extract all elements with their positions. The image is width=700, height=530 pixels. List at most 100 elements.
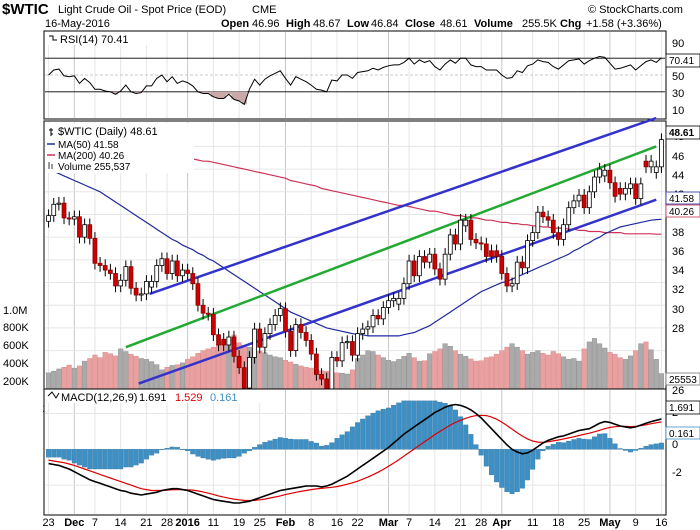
candle-body (283, 308, 288, 332)
symbol: $WTIC (2, 1, 49, 18)
macd-hist-bar (154, 449, 160, 454)
exchange-label: CME (252, 4, 276, 16)
macd-tag: 1.691 (669, 403, 694, 414)
candle-body (453, 234, 458, 245)
macd-hist-bar (525, 449, 530, 481)
macd-hist-bar (180, 449, 185, 450)
macd-signal-line (48, 414, 662, 502)
candle-body (118, 279, 124, 287)
candle-body (391, 298, 396, 302)
date-axis-lower-label: 18 (552, 517, 564, 529)
candle-body (437, 268, 443, 280)
macd-hist-bar (303, 439, 309, 450)
volume-legend-swatch-2 (51, 164, 53, 169)
macd-hist-bar (210, 449, 216, 461)
macd-hist-bar (128, 449, 134, 468)
candle-body (108, 269, 113, 274)
price-legend: $WTIC (Daily) 48.61 MA(50) 41.58 MA(200)… (46, 123, 194, 173)
macd-tags: 1.691 0.161 (665, 400, 700, 440)
macd-hist-bar (499, 449, 505, 488)
macd-hist-bar (324, 445, 330, 450)
volume-tag-box (665, 372, 700, 386)
ma50-line (48, 168, 662, 337)
macd-legend-signal: 1.529 (175, 392, 203, 404)
ma200-tag: 40.26 (669, 207, 694, 218)
volume-bar (597, 343, 603, 397)
price-tick-34: 34 (672, 265, 684, 277)
macd-hist-bar (360, 418, 366, 450)
macd-hist-bar (283, 438, 288, 450)
rsi-tag-box (665, 53, 700, 68)
macd-hist-bar (313, 442, 319, 450)
macd-hist-bar (658, 442, 664, 450)
candle-body (468, 219, 474, 240)
macd-hist-bar (566, 440, 572, 450)
volume-bar (591, 338, 597, 397)
candle-body (185, 269, 190, 274)
macd-hist-bar (612, 443, 618, 450)
candle-body (51, 203, 57, 217)
rsi-series (48, 55, 662, 106)
candle-body (355, 333, 360, 356)
candle-body (169, 260, 175, 274)
candle-body (545, 216, 551, 221)
candle-body (221, 338, 227, 346)
macd-hist-bar (355, 422, 361, 450)
macd-hist-bar (648, 444, 654, 450)
macd-hist-bar (432, 400, 438, 450)
candle-body (612, 182, 618, 197)
macd-hist-bar (597, 433, 603, 450)
volume-tick-600k: 600K (3, 340, 29, 352)
macd-hist-bar (82, 449, 88, 468)
candle-body (102, 265, 108, 271)
candle-body (339, 342, 345, 362)
candle-body (77, 216, 82, 238)
macd-hist-bar (102, 449, 108, 470)
low-value: 46.84 (371, 18, 399, 30)
candle-body (247, 357, 252, 389)
macd-histogram (46, 400, 664, 494)
macd-hist-bar (571, 439, 577, 450)
macd-hist-bar (262, 442, 268, 450)
macd-hist-bar (77, 449, 82, 466)
candle-body (432, 253, 438, 270)
date-axis-lower-label: 7 (92, 517, 98, 529)
candle-body (164, 258, 170, 274)
hist-tag-box (665, 426, 700, 440)
rsi-tick-50: 50 (672, 71, 684, 83)
candle-body (174, 260, 180, 277)
candle-body (504, 273, 510, 287)
macd-hist-bar (113, 449, 118, 470)
candle-body (46, 215, 51, 222)
candle-body (370, 315, 376, 328)
macd-hist-bar (617, 448, 623, 450)
candle-body (128, 266, 134, 289)
candle-body (561, 224, 566, 240)
candle-body (628, 183, 633, 189)
macd-hist-bar (51, 449, 57, 458)
candle-body (205, 312, 211, 315)
candle-body (272, 315, 278, 325)
macd-hist-bar (252, 447, 258, 450)
volume-tick-400k: 400K (3, 358, 29, 370)
candle-body (344, 341, 350, 344)
macd-hist-bar (586, 439, 592, 450)
candle-body (540, 211, 546, 218)
date-axis-lower-label: 14 (429, 517, 441, 529)
candle-body (123, 266, 129, 281)
candle-body (314, 353, 319, 375)
date-axis-lower-label: Dec (64, 517, 84, 529)
candle-body (494, 250, 499, 257)
volume-legend-swatch-1 (48, 162, 50, 169)
macd-hist-bar (653, 443, 659, 450)
macd-hist-bar (257, 444, 263, 450)
macd-hist-bar (123, 449, 129, 468)
macd-hist-bar (71, 449, 77, 464)
candle-body (288, 330, 293, 352)
candle-body (267, 324, 273, 335)
macd-legend-icon (47, 391, 60, 399)
macd-hist-bar (483, 449, 489, 467)
volume-axis: 1.0M 800K 600K 400K 200K (3, 305, 29, 388)
rsi-legend-icon (49, 35, 57, 41)
